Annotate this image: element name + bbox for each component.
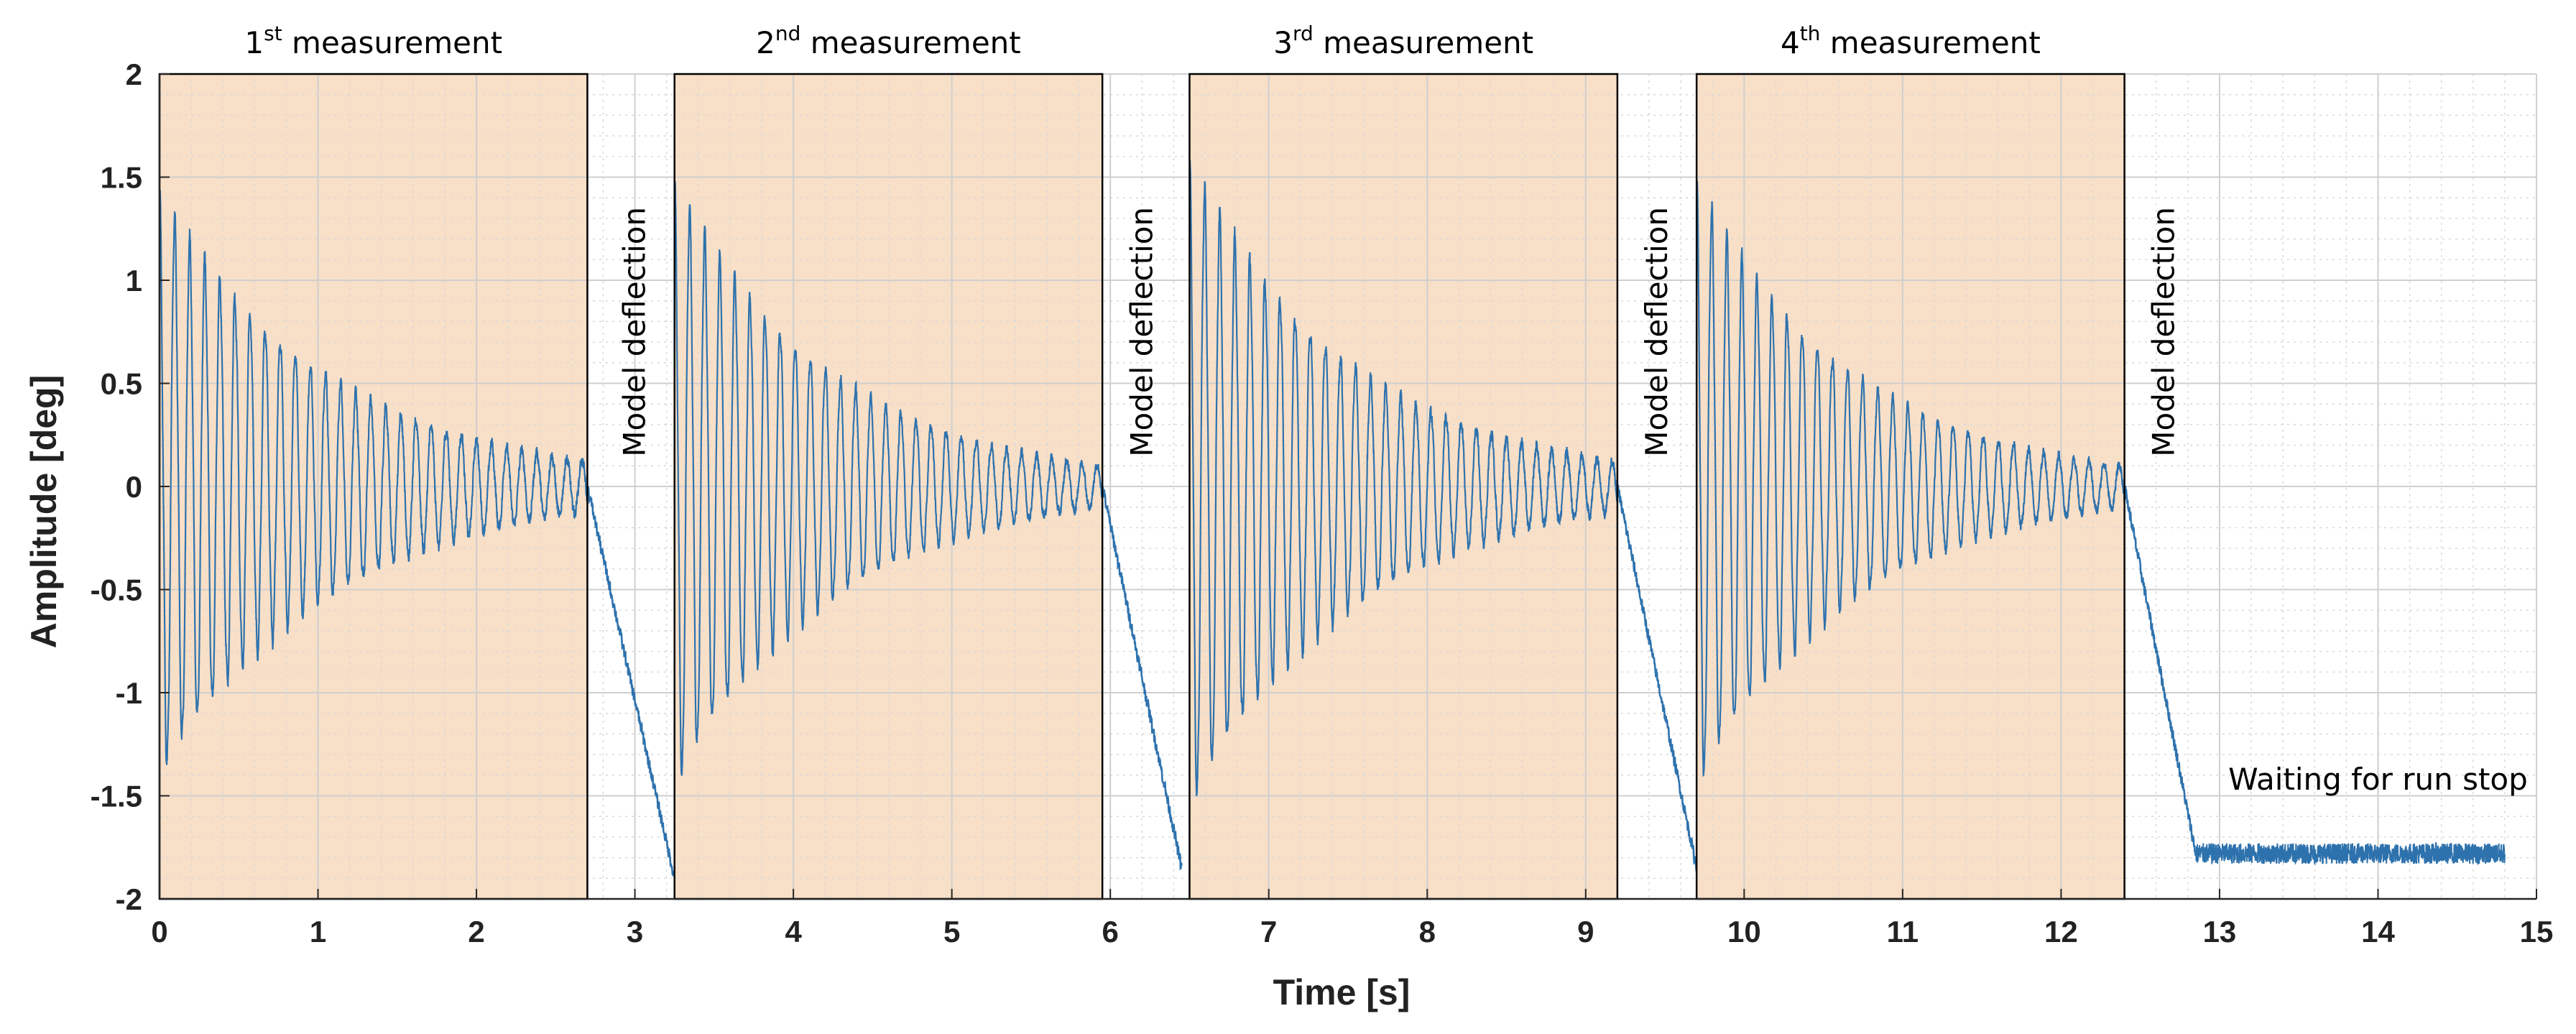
measurement-word: measurement [1314,25,1533,60]
measurement-ordinal-suffix: rd [1293,22,1314,45]
waiting-label: Waiting for run stop [2228,762,2528,797]
x-tick-label: 15 [2520,915,2554,948]
deflection-label-2: Model deflection [1124,207,1159,457]
x-tick-label: 1 [310,915,326,948]
measurement-ordinal-suffix: th [1800,22,1821,45]
deflection-series-4 [2123,486,2197,856]
oscillation-series-2 [673,180,1104,776]
measurement-title-3: 3rd measurement [1273,22,1533,60]
measurement-title-1: 1st measurement [244,22,502,60]
measurement-number: 3 [1273,25,1293,60]
x-tick-label: 12 [2044,915,2078,948]
x-tick-label: 6 [1102,915,1119,948]
x-tick-label: 8 [1419,915,1436,948]
y-tick-label: 0 [126,470,142,504]
y-tick-label: -1.5 [91,780,142,813]
deflection-label-4: Model deflection [2146,207,2182,457]
deflection-series-2 [1101,486,1183,871]
axes [158,73,2537,900]
x-tick-label: 10 [1727,915,1761,948]
x-tick-label: 11 [1887,915,1919,948]
measurement-number: 2 [756,25,775,60]
deflection-series-3 [1616,484,1698,872]
measurement-number: 1 [244,25,264,60]
waiting-series [2194,841,2506,866]
measurement-ordinal-suffix: nd [775,22,801,45]
measurement-title-4: 4th measurement [1781,22,2041,60]
measurement-number: 4 [1781,25,1800,60]
x-tick-label: 14 [2361,915,2395,948]
measurement-word: measurement [282,25,502,60]
x-tick-label: 4 [785,915,802,948]
measurement-title-2: 2nd measurement [756,22,1021,60]
y-tick-label: -0.5 [91,573,142,607]
oscillation-series-1 [159,190,588,765]
oscillation-series-4 [1696,180,2125,777]
grid [159,73,2537,900]
y-tick-label: -1 [116,676,142,710]
y-tick-label: 1 [126,264,142,297]
x-tick-label: 0 [151,915,167,948]
annotations: 1st measurement 2nd measurement 3rd measur… [244,22,2527,797]
x-axis-title: Time [s] [1273,972,1411,1012]
deflection-label-1: Model deflection [617,207,652,457]
y-tick-label: 2 [126,57,142,91]
x-tick-label: 13 [2203,915,2237,948]
deflection-series-1 [586,486,675,877]
x-tick-label: 3 [627,915,643,948]
tick-labels: 0 1 2 3 4 5 6 7 8 9 10 11 12 13 14 1521.510.50-0.5-1-1.… [91,57,2554,948]
signal-series [159,160,2506,877]
x-tick-label: 2 [468,915,484,948]
x-tick-label: 5 [943,915,960,948]
y-tick-label: 0.5 [101,367,142,401]
measurement-word: measurement [800,25,1020,60]
measurement-ordinal-suffix: st [264,22,282,45]
y-tick-label: 1.5 [101,161,142,195]
x-tick-label: 7 [1260,915,1277,948]
y-tick-label: -2 [116,882,142,916]
deflection-label-3: Model deflection [1639,207,1674,457]
oscillation-series-3 [1188,160,1618,797]
y-axis-title: Amplitude [deg] [24,375,64,649]
measurement-word: measurement [1820,25,2040,60]
x-tick-label: 9 [1577,915,1594,948]
